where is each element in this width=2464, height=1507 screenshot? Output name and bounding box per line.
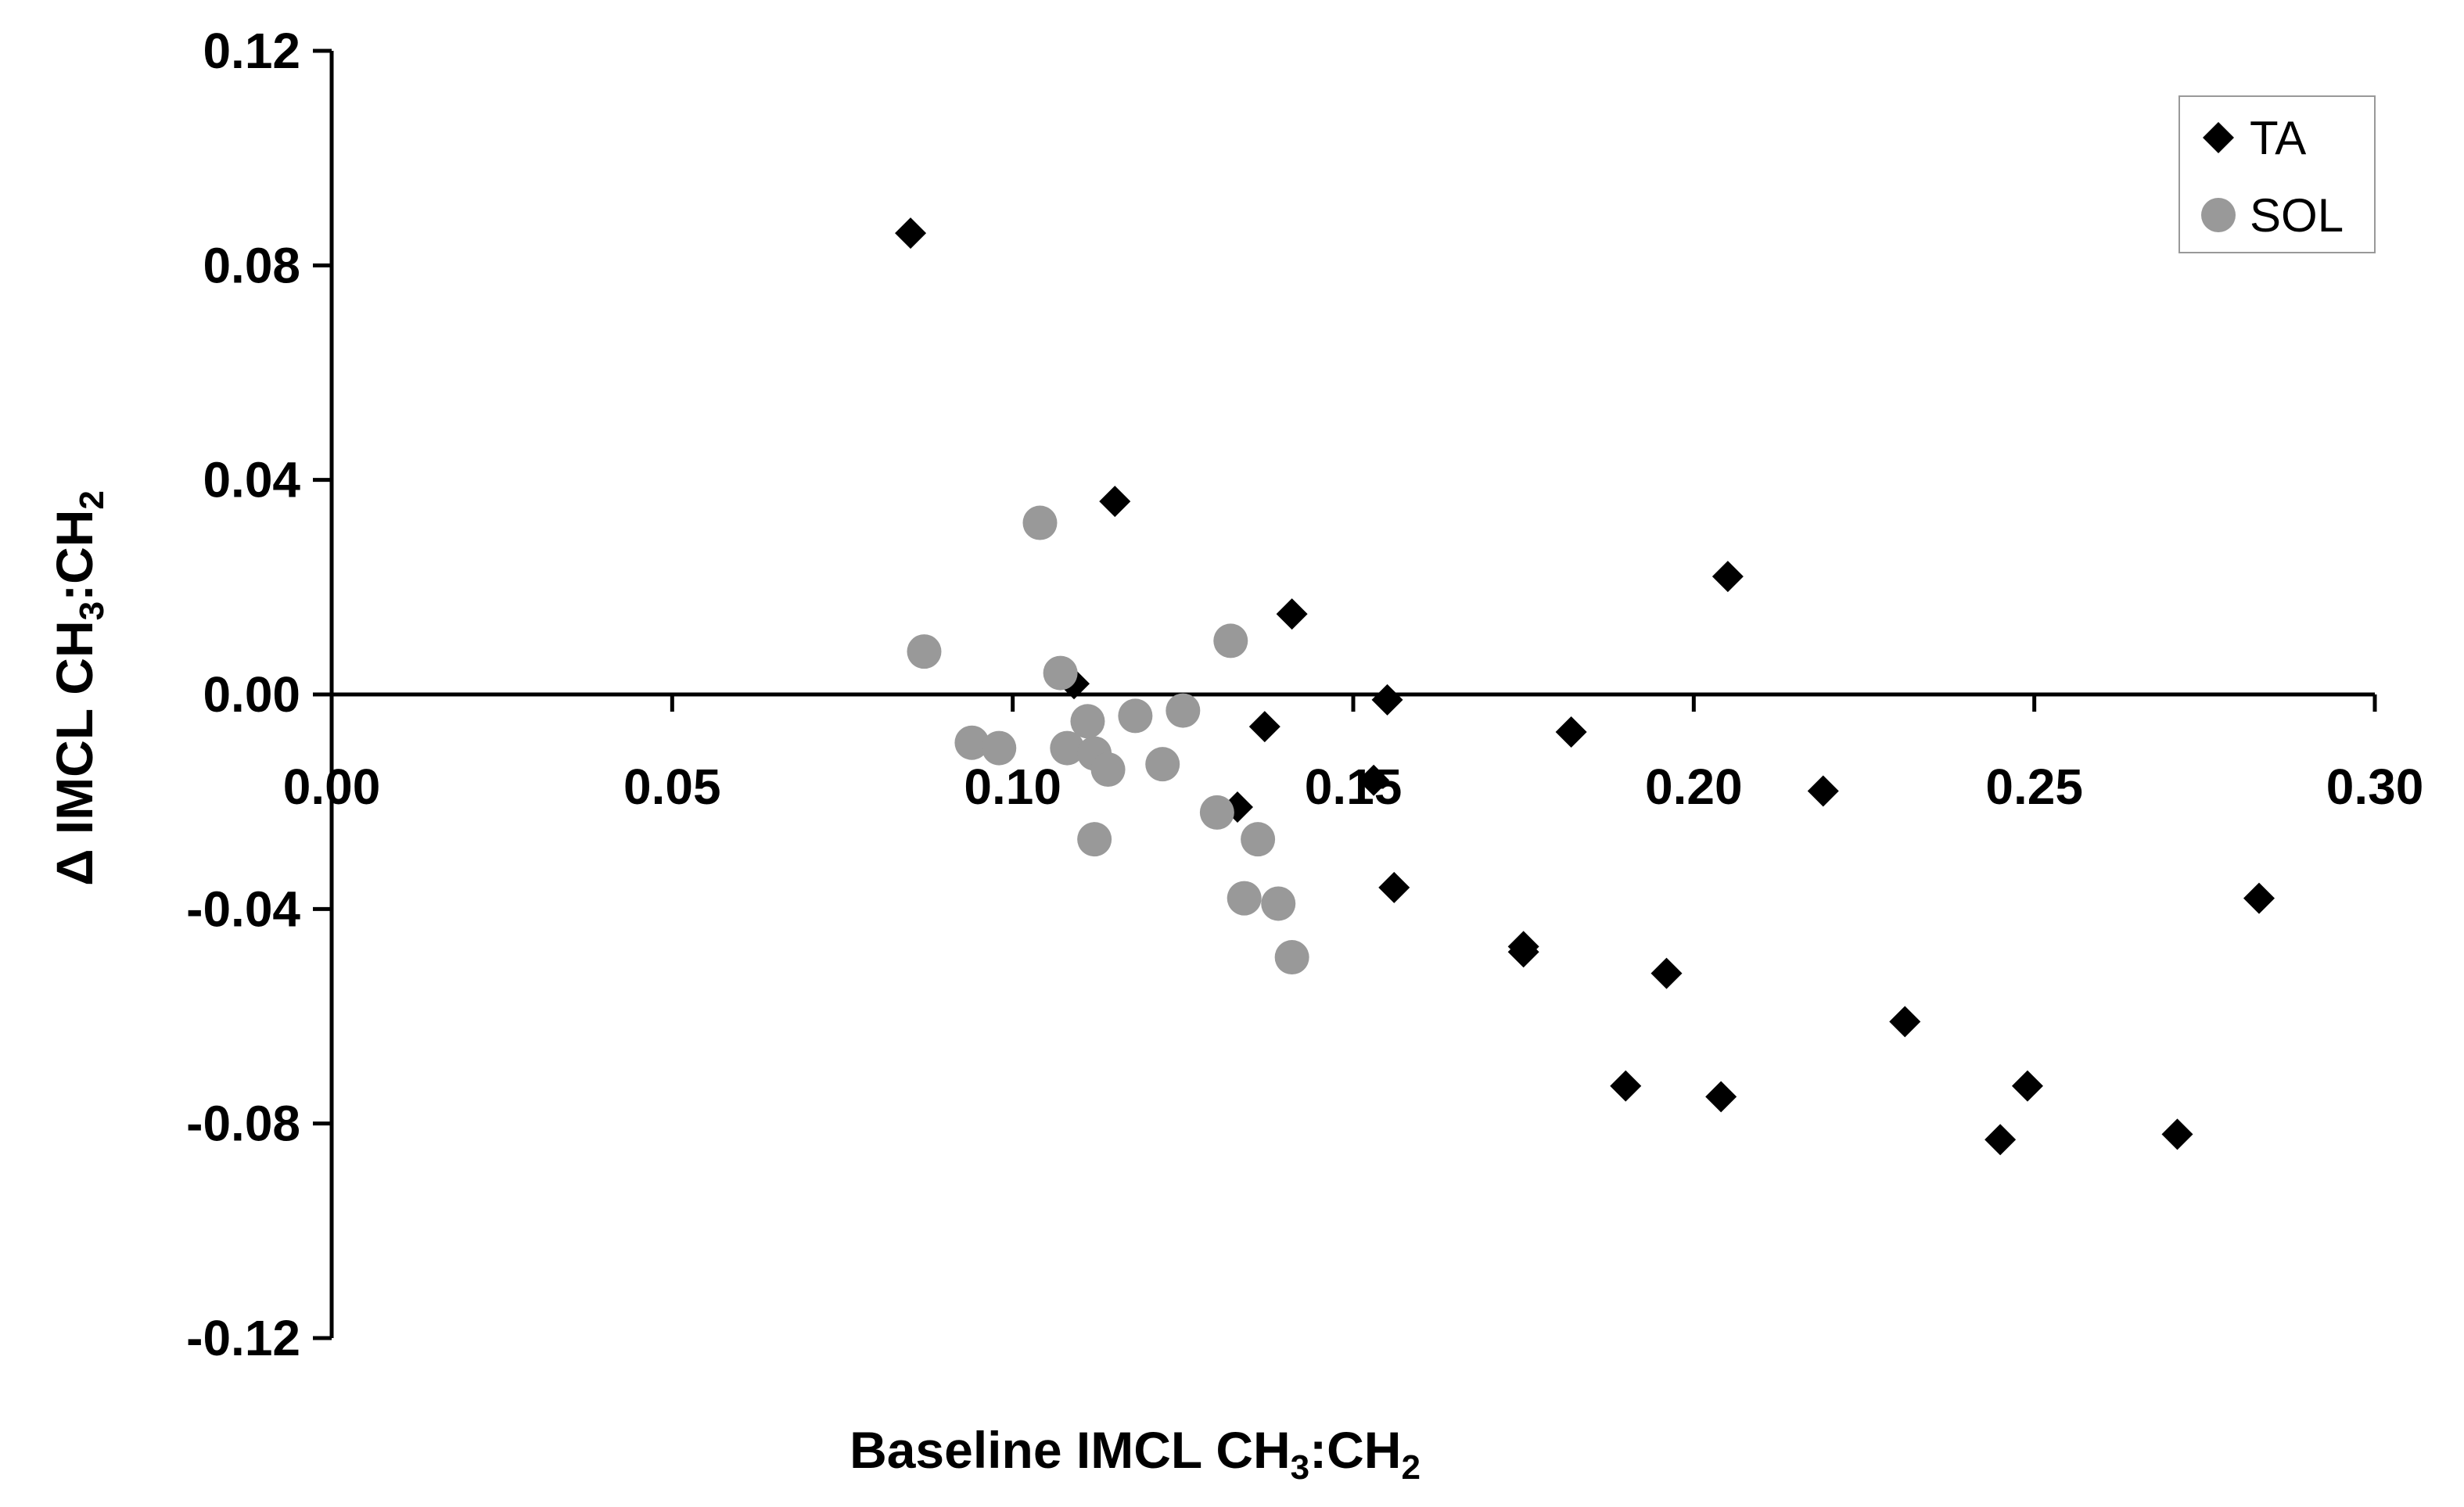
data-points bbox=[895, 217, 2275, 1156]
data-point-sol bbox=[1070, 704, 1105, 739]
data-point-ta bbox=[1555, 716, 1587, 748]
y-axis-title-prefix: Δ IMCL CH bbox=[45, 620, 103, 886]
y-tick-label: 0.04 bbox=[203, 452, 300, 508]
x-tick-label: 0.10 bbox=[964, 759, 1061, 815]
legend-label-ta: TA bbox=[2250, 112, 2306, 164]
data-point-sol bbox=[982, 730, 1017, 766]
legend-label-sol: SOL bbox=[2250, 189, 2344, 242]
y-tick-label: -0.12 bbox=[186, 1310, 300, 1366]
x-tick-label: 0.00 bbox=[283, 759, 381, 815]
data-point-sol bbox=[1043, 655, 1078, 691]
data-point-sol bbox=[907, 634, 942, 669]
data-point-sol bbox=[1145, 747, 1180, 782]
data-point-ta bbox=[1984, 1124, 2017, 1156]
data-point-sol bbox=[1274, 940, 1309, 975]
y-tick-label: -0.08 bbox=[186, 1096, 300, 1152]
x-tick-label: 0.25 bbox=[1985, 759, 2083, 815]
data-point-ta bbox=[2243, 882, 2275, 914]
x-tick-label: 0.15 bbox=[1305, 759, 1403, 815]
y-tick-label: 0.08 bbox=[203, 237, 300, 293]
y-tick-label: 0.12 bbox=[203, 23, 300, 79]
legend-marker-ta-icon bbox=[2203, 122, 2234, 153]
data-point-sol bbox=[1050, 730, 1085, 766]
data-point-sol bbox=[1199, 795, 1234, 830]
data-point-sol bbox=[1241, 822, 1276, 857]
y-axis-title-mid: :CH bbox=[45, 510, 103, 601]
x-axis-title-sub1: 3 bbox=[1291, 1448, 1309, 1487]
data-point-ta bbox=[1705, 1081, 1737, 1113]
data-point-ta bbox=[1276, 598, 1308, 630]
x-axis-title-prefix: Baseline IMCL CH bbox=[849, 1421, 1291, 1479]
data-point-sol bbox=[1166, 693, 1201, 728]
y-axis-title-sub2: 2 bbox=[73, 490, 111, 509]
data-point-ta bbox=[1378, 871, 1410, 903]
x-tick-label: 0.05 bbox=[623, 759, 721, 815]
data-point-sol bbox=[1077, 822, 1112, 857]
data-point-ta bbox=[2161, 1118, 2193, 1150]
x-axis-title-sub2: 2 bbox=[1401, 1448, 1420, 1487]
x-tick-label: 0.20 bbox=[1645, 759, 1743, 815]
data-point-ta bbox=[1712, 561, 1744, 593]
data-point-sol bbox=[954, 725, 990, 760]
y-axis-title: Δ IMCL CH3:CH2 bbox=[45, 490, 111, 886]
data-point-sol bbox=[1261, 886, 1296, 921]
legend-marker-sol-icon bbox=[2201, 198, 2236, 232]
x-axis-ticks: 0.00 0.05 0.10 0.15 0.20 0.25 0.30 bbox=[283, 694, 2424, 815]
y-axis-ticks: 0.12 0.08 0.04 0.00 -0.04 -0.08 -0.12 bbox=[186, 23, 332, 1366]
data-point-ta bbox=[1650, 957, 1683, 989]
data-point-sol bbox=[1118, 698, 1153, 734]
data-point-ta bbox=[1248, 711, 1280, 743]
y-tick-label: -0.04 bbox=[186, 881, 300, 937]
data-point-sol bbox=[1227, 881, 1262, 916]
data-point-ta bbox=[1507, 936, 1539, 968]
x-axis-title: Baseline IMCL CH3:CH2 bbox=[849, 1421, 1421, 1487]
data-point-ta bbox=[1610, 1070, 1642, 1102]
data-point-sol bbox=[1022, 505, 1058, 540]
data-point-sol bbox=[1213, 623, 1248, 658]
y-tick-label: 0.00 bbox=[203, 666, 300, 723]
data-point-ta bbox=[1807, 775, 1839, 807]
legend: TA SOL bbox=[2178, 95, 2376, 253]
data-point-ta bbox=[895, 217, 927, 249]
data-point-ta bbox=[1099, 486, 1131, 518]
data-point-ta bbox=[1889, 1006, 1921, 1038]
data-point-ta bbox=[1358, 764, 1390, 796]
data-point-sol bbox=[1090, 752, 1126, 788]
x-axis-title-mid: :CH bbox=[1309, 1421, 1401, 1479]
data-point-ta bbox=[2011, 1070, 2043, 1102]
y-axis-title-sub1: 3 bbox=[73, 601, 111, 620]
x-tick-label: 0.30 bbox=[2326, 759, 2424, 815]
data-point-ta bbox=[1371, 684, 1403, 716]
